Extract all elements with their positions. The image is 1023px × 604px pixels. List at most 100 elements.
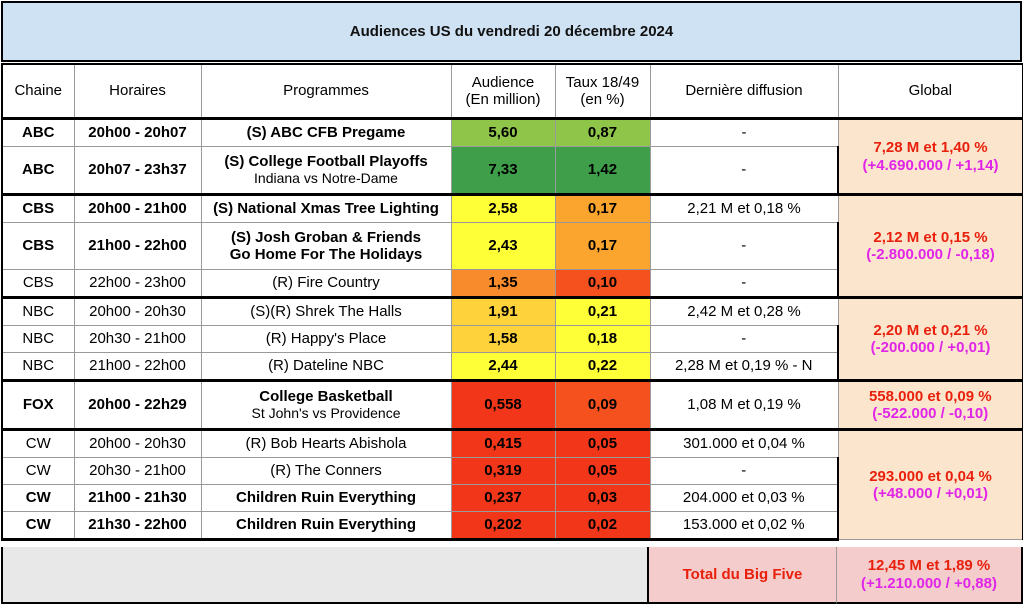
table-row: CBS 21h00 - 22h00 (S) Josh Groban & Frie…	[1, 222, 1023, 270]
cell-horaires: 20h00 - 22h29	[73, 379, 202, 430]
header-derniere: Dernière diffusion	[649, 63, 839, 119]
cell-chaine: ABC	[1, 146, 75, 195]
global-abc-line2: (+4.690.000 / +1,14)	[862, 156, 999, 174]
global-nbc-line1: 2,20 M et 0,21 %	[873, 321, 988, 339]
cell-derniere: -	[649, 146, 839, 195]
header-audience-line2: (En million)	[465, 91, 541, 108]
cell-audience: 0,558	[450, 379, 556, 430]
cell-programme: Children Ruin Everything	[200, 484, 452, 512]
programme-subtitle: St John's vs Providence	[251, 405, 401, 421]
cell-programme: (R) Bob Hearts Abishola	[200, 428, 452, 458]
cell-programme: (S) College Football Playoffs Indiana vs …	[200, 146, 452, 195]
table-row: CBS 22h00 - 23h00 (R) Fire Country 1,35 …	[1, 269, 1023, 298]
cell-taux: 0,03	[554, 484, 651, 512]
cell-taux: 0,87	[554, 117, 651, 147]
cell-audience: 0,415	[450, 428, 556, 458]
header-row: Chaine Horaires Programmes Audience (En m…	[1, 63, 1023, 119]
cell-audience: 1,58	[450, 325, 556, 353]
cell-chaine: NBC	[1, 296, 75, 326]
cell-programme: (R) The Conners	[200, 457, 452, 485]
global-abc-line1: 7,28 M et 1,40 %	[873, 139, 988, 157]
cell-horaires: 20h00 - 20h07	[73, 117, 202, 147]
table-row: NBC 20h00 - 20h30 (S)(R) Shrek The Halls…	[1, 296, 1023, 381]
cell-programme: (R) Dateline NBC	[200, 352, 452, 381]
programme-title: (S) Josh Groban & Friends	[230, 228, 422, 246]
cell-taux: 0,09	[554, 379, 651, 430]
global-cw: 293.000 et 0,04 % (+48.000 / +0,01)	[837, 428, 1023, 540]
cell-audience: 2,44	[450, 352, 556, 381]
header-audience-line1: Audience	[471, 73, 535, 91]
total-line2: (+1.210.000 / +0,88)	[861, 574, 997, 592]
global-cbs-line2: (-2.800.000 / -0,18)	[866, 246, 995, 263]
header-programmes: Programmes	[200, 63, 452, 119]
cell-derniere: -	[649, 222, 839, 270]
table-row: FOX 20h00 - 22h29 College Basketball St J…	[1, 379, 1023, 430]
cell-programme: (R) Happy's Place	[200, 325, 452, 353]
programme-subtitle: Indiana vs Notre-Dame	[254, 170, 398, 186]
cell-chaine: CW	[1, 511, 75, 541]
cell-horaires: 21h00 - 22h00	[73, 222, 202, 270]
table-row: ABC 20h00 - 20h07 (S) ABC CFB Pregame 5,…	[1, 117, 1023, 195]
cell-audience: 2,58	[450, 193, 556, 223]
cell-horaires: 20h30 - 21h00	[73, 325, 202, 353]
table-row: NBC 21h00 - 22h00 (R) Dateline NBC 2,44 …	[1, 352, 1023, 381]
table-row: CW 20h00 - 20h30 (R) Bob Hearts Abishola…	[1, 428, 1023, 540]
cell-taux: 0,18	[554, 325, 651, 353]
header-taux-line1: Taux 18/49	[565, 73, 640, 91]
cell-taux: 0,22	[554, 352, 651, 381]
cell-chaine: CBS	[1, 193, 75, 223]
table-row: CW 21h30 - 22h00 Children Ruin Everythin…	[1, 511, 1023, 541]
cell-horaires: 20h07 - 23h37	[73, 146, 202, 195]
header-taux: Taux 18/49 (en %)	[554, 63, 651, 119]
cell-horaires: 20h00 - 20h30	[73, 428, 202, 458]
cell-chaine: CBS	[1, 222, 75, 270]
cell-taux: 1,42	[554, 146, 651, 195]
header-chaine: Chaine	[1, 63, 75, 119]
table-row: NBC 20h30 - 21h00 (R) Happy's Place 1,58…	[1, 325, 1023, 353]
sheet-title: Audiences US du vendredi 20 décembre 202…	[1, 1, 1022, 62]
cell-chaine: ABC	[1, 117, 75, 147]
global-fox-line2: (-522.000 / -0,10)	[872, 405, 989, 422]
cell-derniere: 2,21 M et 0,18 %	[649, 193, 839, 223]
cell-chaine: NBC	[1, 325, 75, 353]
header-global: Global	[837, 63, 1023, 119]
cell-programme: Children Ruin Everything	[200, 511, 452, 541]
cell-programme: (S) ABC CFB Pregame	[200, 117, 452, 147]
cell-audience: 1,35	[450, 269, 556, 298]
cell-taux: 0,21	[554, 296, 651, 326]
programme-subtitle: Go Home For The Holidays	[229, 246, 423, 263]
cell-programme: (S)(R) Shrek The Halls	[200, 296, 452, 326]
global-cw-line1: 293.000 et 0,04 %	[869, 467, 992, 485]
cell-taux: 0,05	[554, 428, 651, 458]
table-row: ABC 20h07 - 23h37 (S) College Football P…	[1, 146, 1023, 195]
cell-programme: (S) Josh Groban & Friends Go Home For The…	[200, 222, 452, 270]
cell-chaine: CW	[1, 457, 75, 485]
cell-chaine: CBS	[1, 269, 75, 298]
cell-programme: (S) National Xmas Tree Lighting	[200, 193, 452, 223]
header-taux-line2: (en %)	[580, 91, 625, 108]
cell-derniere: 2,28 M et 0,19 % - N	[649, 352, 839, 381]
cell-audience: 7,33	[450, 146, 556, 195]
cell-derniere: 204.000 et 0,03 %	[649, 484, 839, 512]
cell-taux: 0,02	[554, 511, 651, 541]
global-cbs-line1: 2,12 M et 0,15 %	[873, 228, 988, 246]
global-nbc: 2,20 M et 0,21 % (-200.000 / +0,01)	[837, 296, 1023, 381]
cell-derniere: -	[649, 325, 839, 353]
cell-taux: 0,10	[554, 269, 651, 298]
audience-table: Chaine Horaires Programmes Audience (En m…	[1, 63, 1023, 541]
cell-chaine: FOX	[1, 379, 75, 430]
cell-audience: 2,43	[450, 222, 556, 270]
cell-audience: 5,60	[450, 117, 556, 147]
cell-horaires: 21h00 - 22h00	[73, 352, 202, 381]
total-global: 12,45 M et 1,89 % (+1.210.000 / +0,88)	[837, 547, 1023, 604]
cell-horaires: 20h30 - 21h00	[73, 457, 202, 485]
cell-derniere: 1,08 M et 0,19 %	[649, 379, 839, 430]
total-line1: 12,45 M et 1,89 %	[867, 556, 991, 574]
cell-programme: College Basketball St John's vs Providenc…	[200, 379, 452, 430]
cell-taux: 0,17	[554, 222, 651, 270]
cell-audience: 1,91	[450, 296, 556, 326]
global-fox: 558.000 et 0,09 % (-522.000 / -0,10)	[837, 379, 1023, 430]
total-label: Total du Big Five	[649, 547, 837, 604]
global-cbs: 2,12 M et 0,15 % (-2.800.000 / -0,18)	[837, 193, 1023, 298]
